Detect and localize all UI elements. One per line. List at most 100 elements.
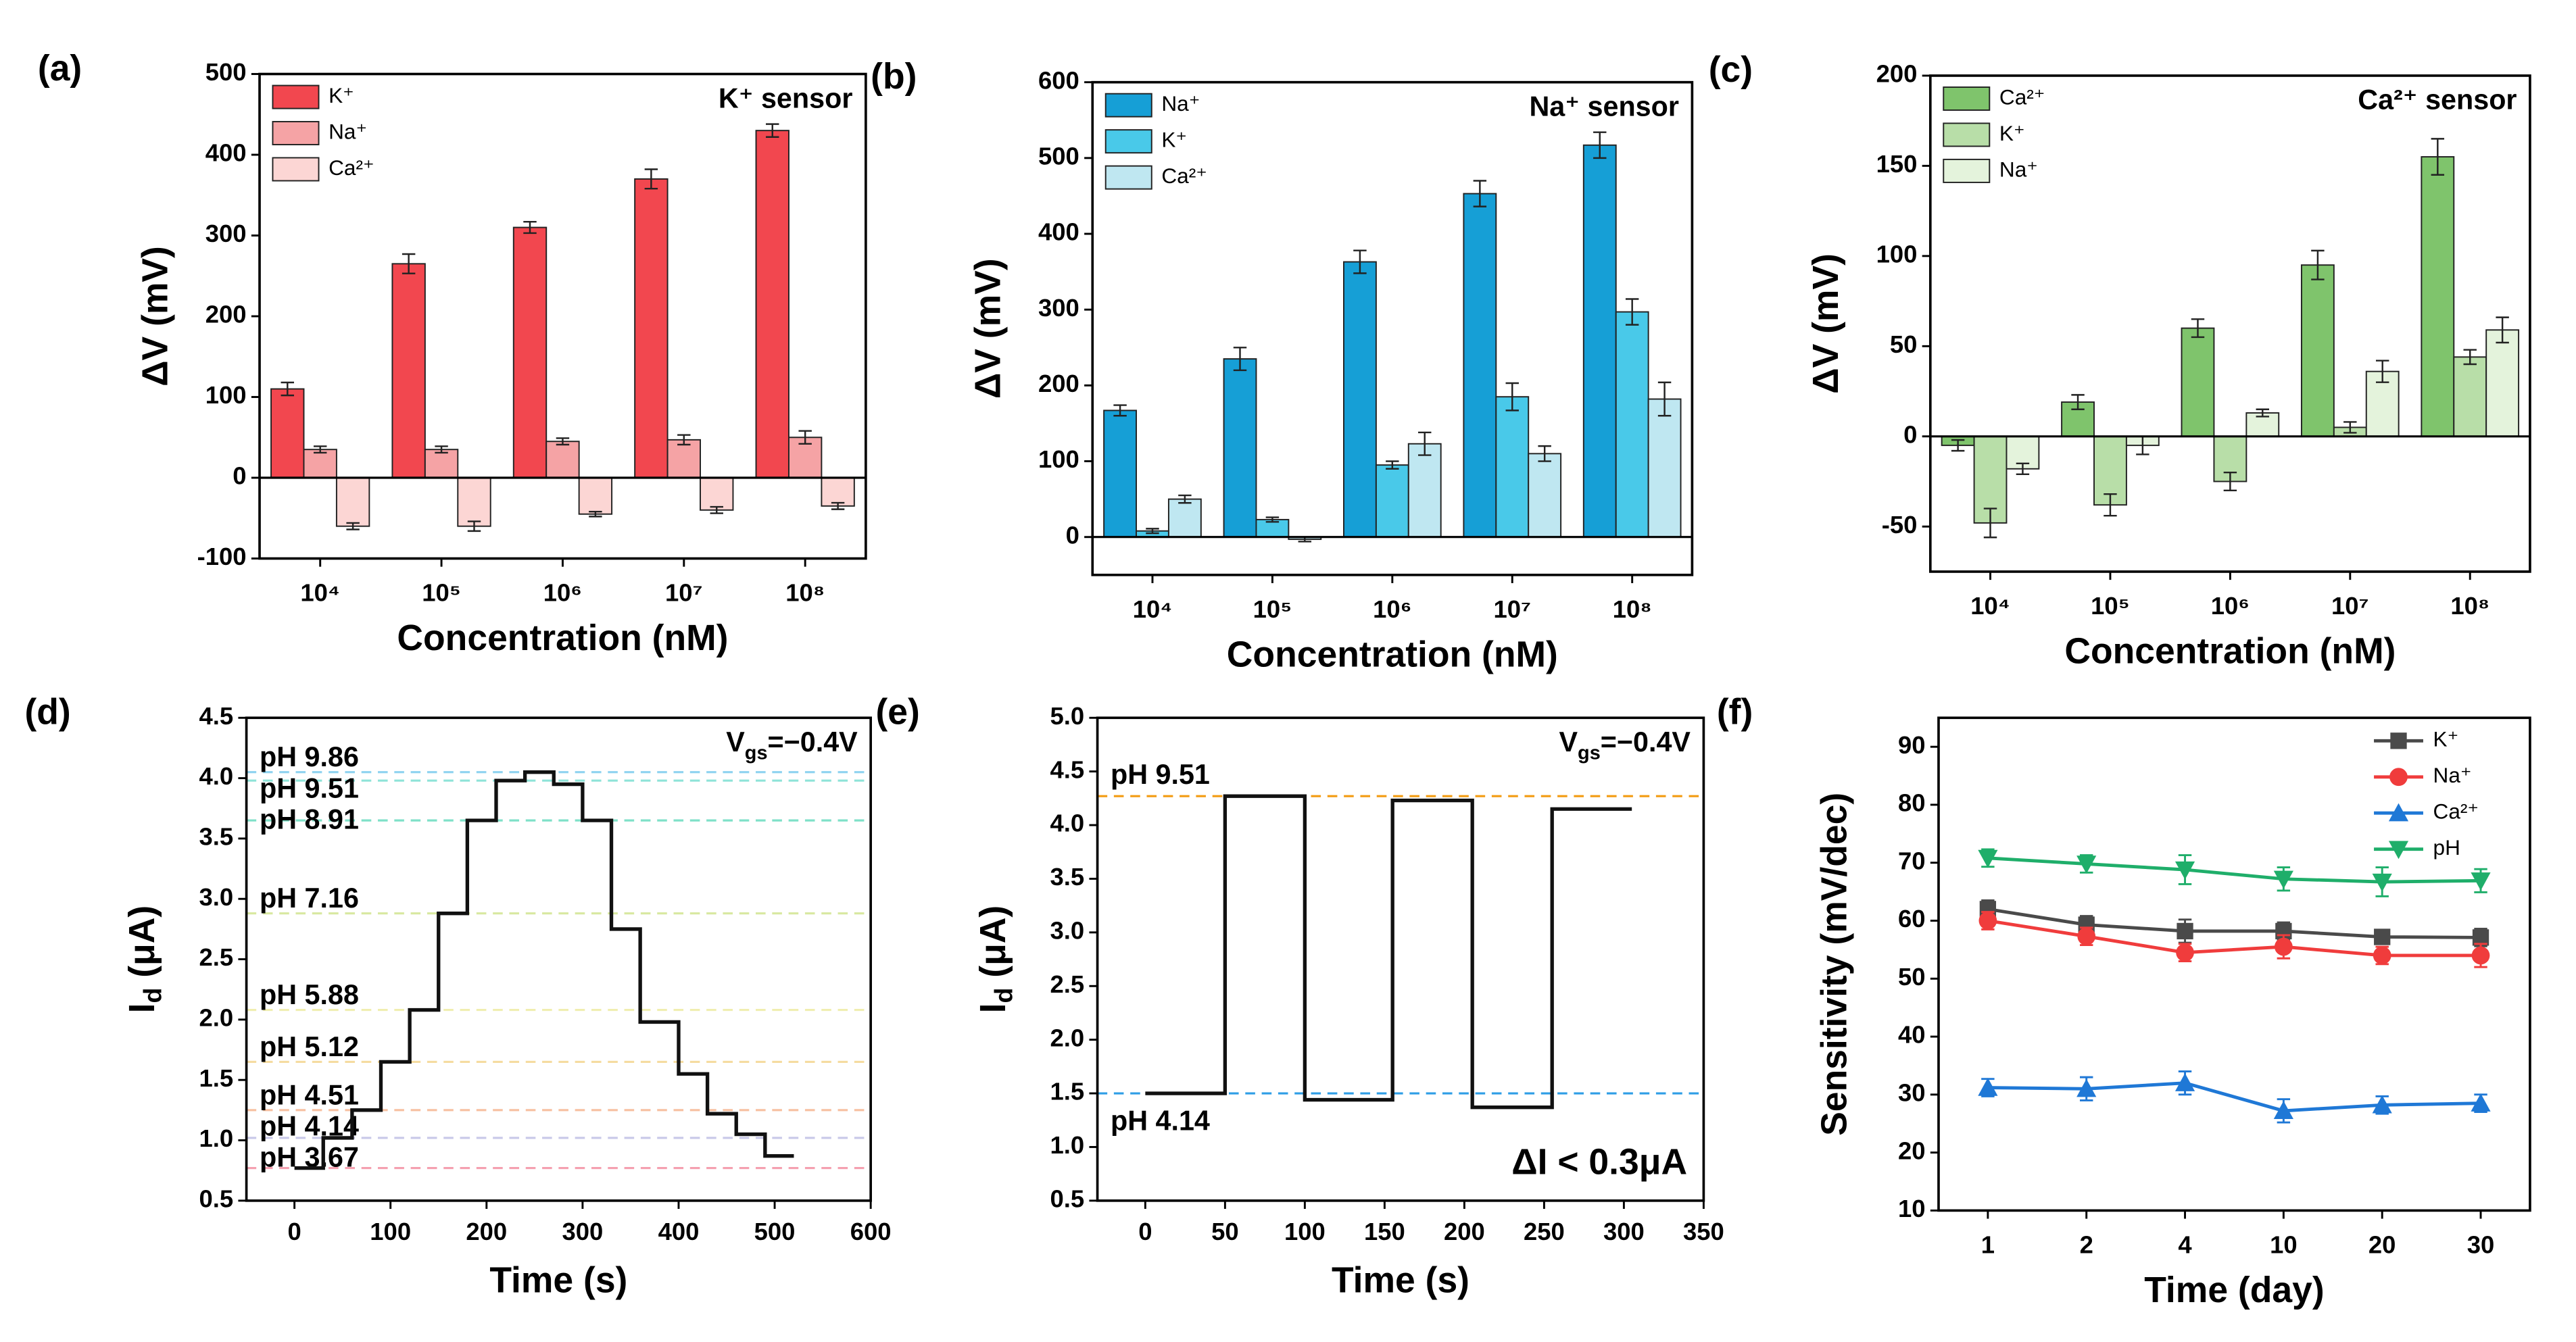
y-tick-label: 3.0 (199, 883, 233, 911)
x-tick-label: 10 (2270, 1231, 2298, 1259)
bar (634, 178, 669, 478)
y-axis-label-rest: (μA) (122, 905, 162, 988)
bar (666, 439, 701, 478)
bar (335, 477, 370, 527)
x-tick-label: 10⁷ (2331, 592, 2369, 620)
marker (2174, 861, 2195, 880)
y-axis-label: ΔV (mV) (1806, 253, 1846, 394)
x-tick-label: 500 (754, 1218, 796, 1245)
y-tick-label: 200 (205, 301, 247, 328)
error-bar (402, 253, 416, 274)
error-bar (346, 522, 360, 530)
marker (1978, 912, 1997, 930)
error-bar (2375, 359, 2389, 383)
y-axis-label-main: I (122, 1003, 162, 1013)
x-tick-label: 10⁸ (2450, 592, 2489, 620)
error-bar (2104, 493, 2117, 517)
plot-frame (258, 72, 867, 560)
bar (2485, 329, 2520, 437)
x-tick-label: 10⁵ (1253, 595, 1292, 623)
bar (1407, 443, 1442, 538)
x-tick-label: 0 (287, 1218, 301, 1245)
marker (2471, 946, 2490, 965)
y-tick-label: 1.0 (199, 1124, 233, 1152)
bar (1167, 498, 1202, 538)
x-tick-label: 10⁶ (543, 579, 582, 607)
reference-label: pH 5.12 (260, 1031, 359, 1062)
y-axis-label-rest: (μA) (973, 905, 1013, 988)
legend-swatch (1104, 129, 1152, 154)
x-tick-label: 10⁷ (1493, 595, 1531, 623)
y-tick-label: 0.5 (199, 1185, 233, 1212)
plot-frame (245, 716, 872, 1202)
error-bar (2343, 421, 2357, 434)
bar (700, 477, 734, 511)
bar (2181, 327, 2215, 437)
x-tick-label: 2 (2080, 1231, 2093, 1259)
data-line (294, 770, 794, 1170)
marker (2275, 937, 2293, 956)
legend-swatch (1943, 158, 1991, 183)
reference-label: pH 9.86 (260, 741, 359, 772)
error-bar (677, 434, 691, 446)
annotation-rest: =−0.4V (1601, 726, 1691, 757)
x-tick-label: 300 (1603, 1218, 1645, 1245)
y-tick-label: 4.0 (199, 762, 233, 790)
error-bar (2071, 394, 2085, 410)
data-line (1145, 794, 1632, 1110)
error-bar (798, 430, 812, 445)
legend-label: Ca²⁺ (1999, 84, 2045, 109)
reference-label: pH 5.88 (260, 979, 359, 1010)
error-bar (1983, 507, 1997, 539)
legend-label: K⁺ (2433, 727, 2459, 751)
marker (2076, 855, 2097, 874)
panel-label: (d) (24, 693, 70, 732)
plot-frame (1096, 716, 1705, 1202)
y-tick-label: 3.0 (1050, 916, 1084, 944)
marker (1978, 1077, 1998, 1096)
legend-swatch (1943, 86, 1991, 111)
reference-label: pH 9.51 (1111, 759, 1210, 790)
y-axis-label-sub: d (989, 988, 1017, 1003)
marker (2077, 927, 2096, 946)
y-tick-label: 0.5 (1050, 1185, 1084, 1212)
y-tick-label: 2.0 (1050, 1024, 1084, 1051)
reference-label: pH 7.16 (260, 883, 359, 914)
marker (2471, 872, 2491, 891)
y-axis-label: ΔV (mV) (135, 246, 175, 387)
legend-label: K⁺ (1999, 121, 2025, 145)
y-tick-label: 100 (1038, 445, 1079, 473)
y-tick-label: 1.0 (1050, 1131, 1084, 1159)
bar (1343, 261, 1377, 538)
y-tick-label: 1.5 (199, 1064, 233, 1092)
annotation-main: V (726, 726, 745, 757)
x-axis-label: Concentration (nM) (1227, 635, 1558, 674)
bar (1375, 464, 1409, 538)
marker (2374, 928, 2391, 945)
x-tick-label: 20 (2368, 1231, 2396, 1259)
x-tick-label: 10⁸ (785, 579, 825, 607)
legend-swatch (272, 121, 320, 146)
annotation: Vgs=−0.4V (726, 726, 858, 764)
panel-label: (a) (38, 49, 82, 89)
x-tick-label: 0 (1138, 1218, 1152, 1245)
marker (2388, 841, 2409, 860)
legend-label: Na⁺ (2433, 763, 2472, 787)
marker (2076, 1078, 2097, 1097)
error-bar (1178, 494, 1192, 504)
x-tick-label: 50 (1211, 1218, 1239, 1245)
error-bar (1233, 347, 1247, 372)
bar (270, 388, 305, 478)
annotation: Vgs=−0.4V (1559, 726, 1691, 764)
marker (2388, 803, 2409, 822)
bar (1528, 453, 1562, 538)
legend-swatch (1943, 122, 1991, 147)
legend-swatch (272, 157, 320, 182)
y-tick-label: 150 (1876, 150, 1918, 178)
legend-label: Ca²⁺ (1161, 164, 1207, 188)
marker (2174, 1073, 2195, 1091)
error-bar (589, 510, 602, 518)
error-bar (831, 501, 845, 510)
